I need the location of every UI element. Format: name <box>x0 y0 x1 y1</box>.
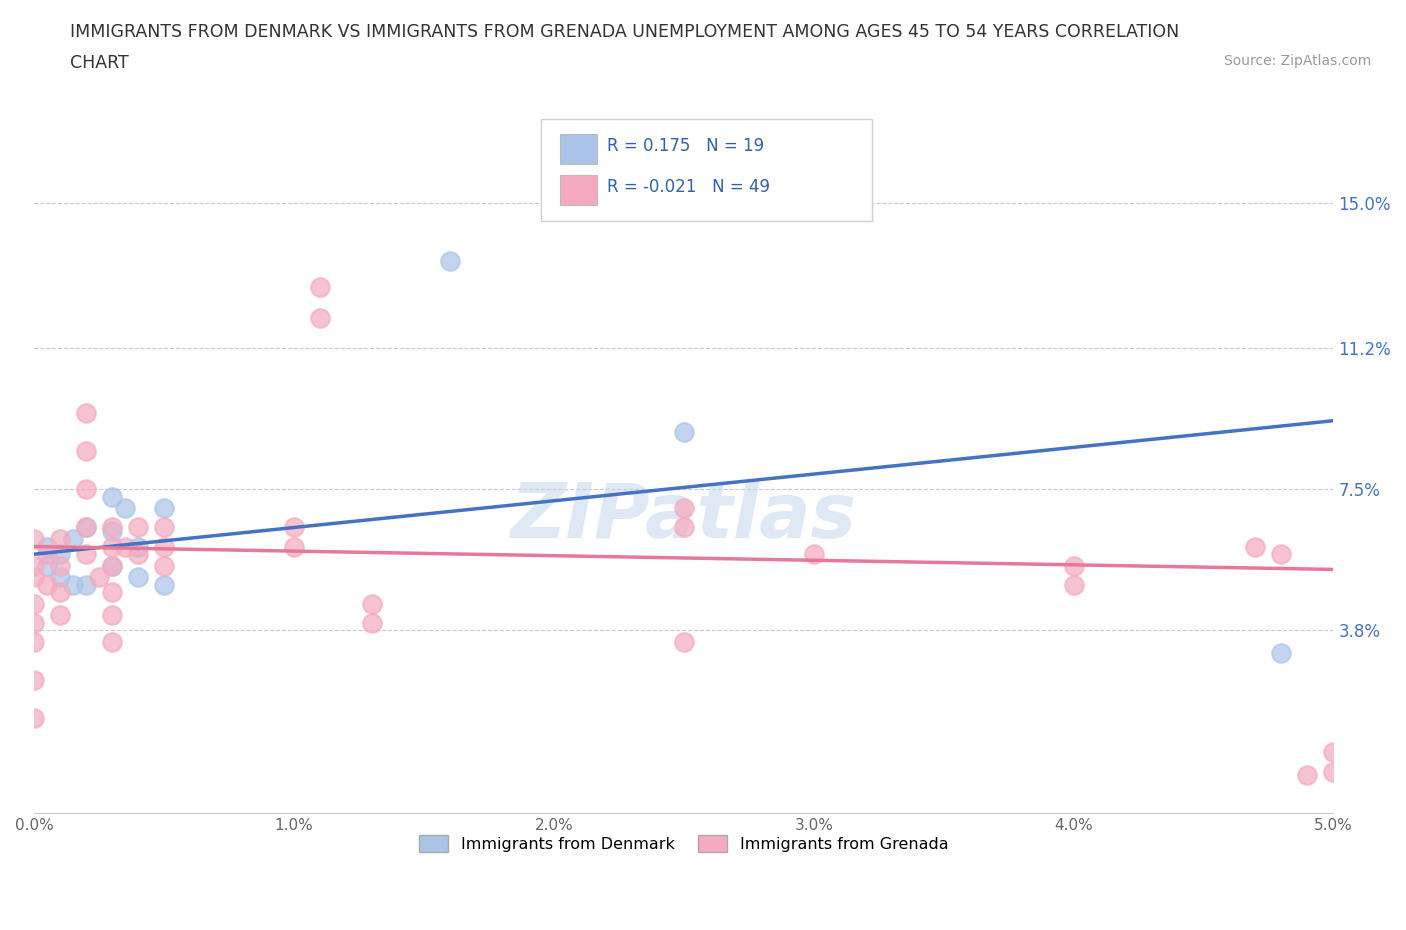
Point <box>672 520 695 535</box>
Point <box>37 547 59 562</box>
Point <box>153 558 176 573</box>
Text: ZIPatlas: ZIPatlas <box>510 480 856 554</box>
Point <box>283 520 305 535</box>
Point <box>49 607 72 622</box>
Point <box>49 531 72 546</box>
Point <box>101 558 124 573</box>
Point <box>672 634 695 649</box>
Point <box>22 569 45 584</box>
Point <box>22 596 45 611</box>
Point <box>672 425 695 440</box>
Point <box>62 531 84 546</box>
Point <box>803 547 825 562</box>
Point <box>1322 764 1344 779</box>
Point <box>22 531 45 546</box>
Point <box>361 616 384 631</box>
Point <box>89 569 111 584</box>
Point <box>101 520 124 535</box>
Point <box>49 585 72 600</box>
Point <box>101 585 124 600</box>
Point <box>75 444 97 458</box>
Point <box>101 489 124 504</box>
Point <box>22 558 45 573</box>
Point <box>153 578 176 592</box>
Point <box>22 711 45 725</box>
Point <box>283 539 305 554</box>
Point <box>101 524 124 538</box>
Point <box>75 520 97 535</box>
Point <box>22 672 45 687</box>
Legend: Immigrants from Denmark, Immigrants from Grenada: Immigrants from Denmark, Immigrants from… <box>413 829 955 858</box>
Point <box>127 569 149 584</box>
Point <box>101 539 124 554</box>
FancyBboxPatch shape <box>561 176 598 205</box>
Point <box>114 539 136 554</box>
Point <box>1270 645 1292 660</box>
Point <box>1063 558 1085 573</box>
Point <box>101 634 124 649</box>
Point <box>672 501 695 516</box>
Point <box>101 607 124 622</box>
Point <box>153 520 176 535</box>
Point <box>153 501 176 516</box>
Point <box>75 520 97 535</box>
Point <box>62 578 84 592</box>
Point <box>75 578 97 592</box>
Point <box>37 578 59 592</box>
Point <box>127 547 149 562</box>
Point <box>101 558 124 573</box>
Point <box>153 539 176 554</box>
Point <box>49 547 72 562</box>
FancyBboxPatch shape <box>561 135 598 164</box>
Point <box>439 253 461 268</box>
Point <box>22 616 45 631</box>
Point <box>361 596 384 611</box>
Point <box>127 539 149 554</box>
Text: CHART: CHART <box>70 54 129 72</box>
Text: IMMIGRANTS FROM DENMARK VS IMMIGRANTS FROM GRENADA UNEMPLOYMENT AMONG AGES 45 TO: IMMIGRANTS FROM DENMARK VS IMMIGRANTS FR… <box>70 23 1180 41</box>
Point <box>1063 578 1085 592</box>
Text: R = -0.021   N = 49: R = -0.021 N = 49 <box>607 178 770 196</box>
Point <box>49 569 72 584</box>
Point <box>1244 539 1267 554</box>
Point <box>37 539 59 554</box>
Point <box>114 501 136 516</box>
Point <box>22 634 45 649</box>
Point <box>1322 745 1344 760</box>
Point <box>37 558 59 573</box>
Point <box>1270 547 1292 562</box>
Point <box>127 520 149 535</box>
Text: Source: ZipAtlas.com: Source: ZipAtlas.com <box>1223 54 1371 68</box>
Point <box>75 405 97 420</box>
Point <box>75 547 97 562</box>
Point <box>309 311 332 325</box>
Point <box>75 482 97 497</box>
FancyBboxPatch shape <box>541 119 872 221</box>
Point <box>309 280 332 295</box>
Point <box>49 558 72 573</box>
Point <box>1296 768 1319 783</box>
Text: R = 0.175   N = 19: R = 0.175 N = 19 <box>607 137 765 155</box>
